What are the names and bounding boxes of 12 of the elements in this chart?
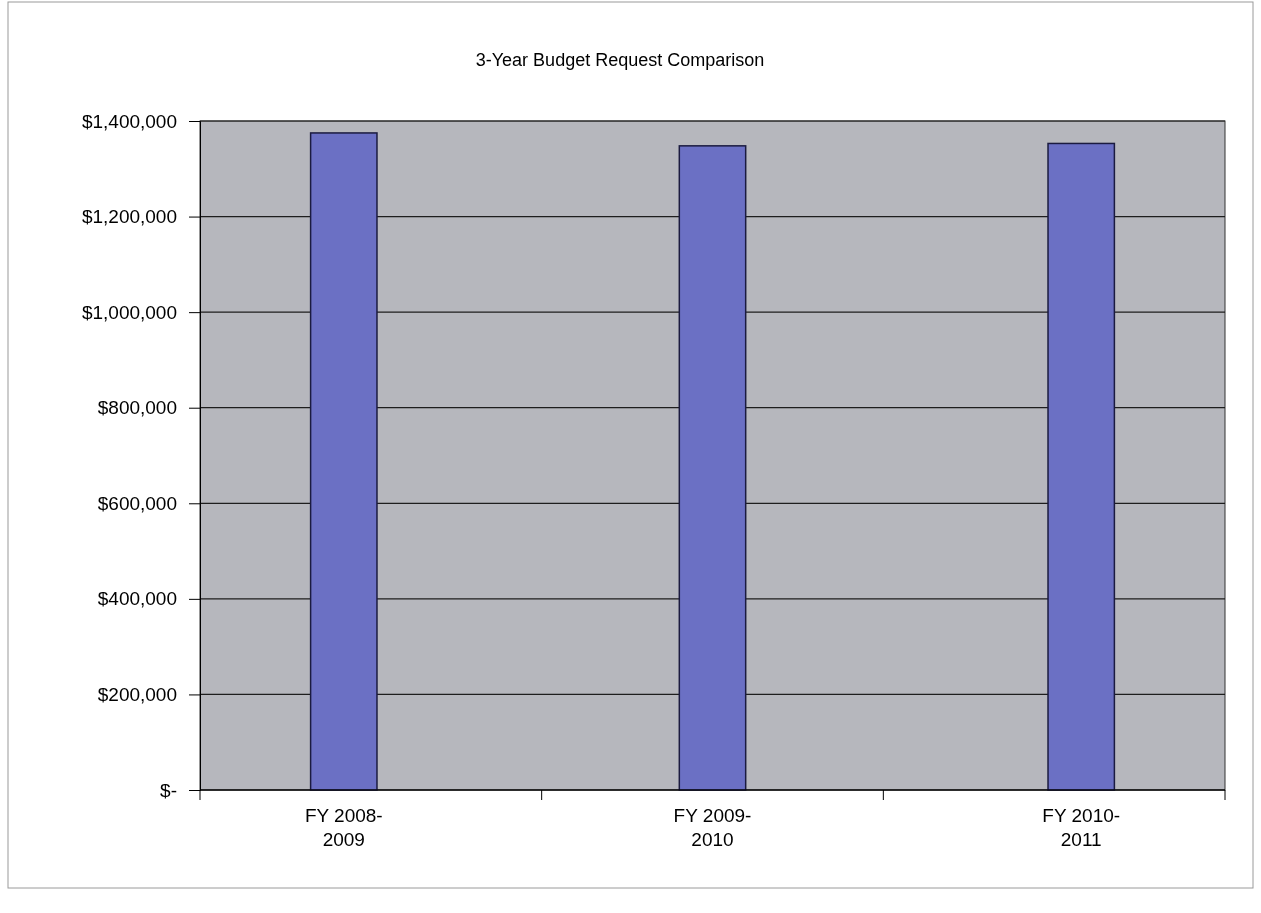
y-tick-label: $- (160, 779, 177, 801)
y-tick-label: $1,400,000 (81, 110, 177, 132)
x-tick-label: FY 2008-2009 (304, 805, 383, 850)
y-tick-label: $200,000 (97, 684, 177, 706)
x-tick-label: FY 2009-2010 (673, 805, 752, 850)
chart-title: 3-Year Budget Request Comparison (475, 50, 765, 70)
y-tick-label: $600,000 (97, 492, 177, 514)
y-tick-label: $400,000 (97, 588, 177, 610)
y-tick-label: $800,000 (97, 397, 177, 419)
x-tick-label: FY 2010-2011 (1042, 805, 1121, 850)
y-tick-label: $1,000,000 (81, 301, 177, 323)
y-tick-label: $1,200,000 (81, 206, 177, 228)
